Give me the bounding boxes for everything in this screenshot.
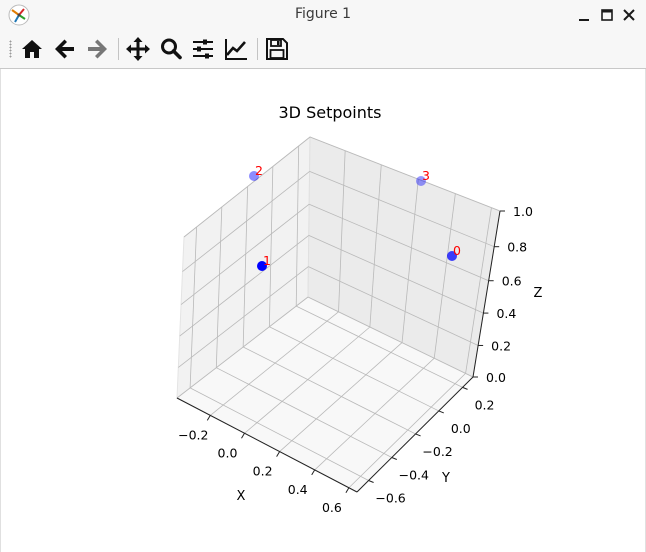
x-grid-line [279, 342, 403, 452]
y-tick-label: −0.4 [399, 468, 429, 483]
y-grid-line [268, 166, 274, 327]
x-grid-line [348, 373, 466, 489]
back-arrow-icon[interactable] [52, 36, 78, 62]
x-grid-line [465, 207, 492, 374]
y-tick [438, 410, 444, 414]
x-tick-label: 0.6 [322, 500, 342, 515]
grid-lines [176, 136, 501, 489]
y-tick [415, 433, 421, 437]
y-axis-line [356, 376, 474, 493]
x-tick-label: 0.0 [218, 445, 238, 460]
z-tick-label: 0.8 [507, 240, 527, 255]
minimize-icon[interactable] [574, 5, 594, 25]
x-grid-line [210, 311, 339, 416]
y-grid-line [242, 346, 416, 435]
save-icon[interactable] [264, 36, 290, 62]
x-grid-line [433, 193, 456, 359]
y-grid-line [296, 305, 463, 388]
y-grid-line [189, 226, 197, 388]
navigation-toolbar [0, 30, 646, 69]
data-points: 0 1 2 3 [249, 163, 461, 271]
y-tick [391, 457, 397, 460]
z-axis-line [472, 210, 501, 378]
home-icon[interactable] [19, 36, 45, 62]
y-grid-line [295, 145, 300, 307]
x-tick-label: −0.2 [178, 427, 208, 442]
z-axis-label: Z [534, 286, 543, 301]
z-grid-line [176, 296, 309, 399]
subplots-icon[interactable] [190, 36, 216, 62]
toolbar-separator [118, 38, 119, 60]
y-tick-label: −0.2 [422, 444, 452, 459]
x-grid-line [314, 357, 435, 471]
data-point [416, 176, 426, 186]
forward-arrow-icon[interactable] [84, 36, 110, 62]
data-point [447, 251, 457, 261]
y-grid-line [269, 326, 439, 412]
point-label: 3 [422, 168, 430, 183]
z-grid-line [307, 296, 474, 378]
z-grid-line [309, 171, 495, 248]
zoom-icon[interactable] [158, 36, 184, 62]
y-tick-label: 0.2 [475, 397, 495, 412]
data-point [249, 171, 259, 181]
z-grid-line [178, 266, 309, 368]
x-axis-line [176, 397, 358, 493]
x-grid-line [369, 164, 382, 328]
window-title: Figure 1 [294, 6, 352, 22]
x-tick [276, 451, 281, 457]
z-grid-line [309, 203, 489, 282]
z-grid-line [180, 203, 310, 305]
figure-canvas[interactable]: −0.2 0.0 0.2 0.4 0.6 −0.6 −0.4 −0.2 0.0 0.2 0.0 0.2… [0, 69, 646, 552]
window-border [0, 69, 1, 552]
z-grid-line [308, 235, 484, 314]
z-tick-label: 0.0 [486, 370, 506, 385]
x-grid-line [244, 326, 371, 434]
close-icon[interactable] [619, 5, 639, 25]
matplotlib-app-icon [8, 4, 30, 26]
toolbar-grip[interactable] [9, 40, 12, 58]
point-label: 2 [255, 163, 263, 178]
x-axis-label: X [237, 489, 246, 504]
z-grid-line [309, 136, 501, 212]
z-tick-label: 1.0 [513, 204, 533, 219]
x-tick [345, 487, 350, 494]
title-bar: Figure 1 [0, 0, 646, 30]
z-tick-label: 0.6 [502, 274, 522, 289]
x-grid-line [338, 150, 346, 312]
z-grid-line [179, 235, 310, 337]
point-label: 0 [453, 243, 461, 258]
x-tick [206, 415, 211, 421]
y-tick [462, 386, 468, 390]
y-grid-line [216, 367, 392, 458]
toolbar-separator [257, 38, 258, 60]
y-tick [368, 480, 374, 483]
chart-title: 3D Setpoints [279, 103, 382, 122]
z-grid-line [183, 136, 311, 238]
x-tick [241, 432, 245, 439]
data-point [257, 261, 267, 271]
z-tick-label: 0.2 [491, 338, 511, 353]
y-axis-label: Y [441, 471, 450, 486]
x-tick-label: 0.4 [288, 482, 308, 497]
z-grid-line [182, 171, 310, 272]
maximize-icon[interactable] [597, 5, 617, 25]
point-label: 1 [263, 253, 271, 268]
y-grid-line [215, 206, 223, 368]
y-tick-label: 0.0 [451, 421, 471, 436]
y-grid-line [189, 387, 369, 481]
x-grid-line [401, 179, 419, 343]
tick-marks: −0.2 0.0 0.2 0.4 0.6 −0.6 −0.4 −0.2 0.0 0.2 0.0 0.2… [178, 204, 533, 515]
3d-axes[interactable]: −0.2 0.0 0.2 0.4 0.6 −0.6 −0.4 −0.2 0.0 0.2 0.0 0.2… [0, 69, 646, 552]
z-grid-line [308, 266, 479, 346]
z-tick-label: 0.4 [496, 306, 516, 321]
x-tick-label: 0.2 [253, 464, 273, 479]
x-tick [311, 469, 316, 476]
y-grid-line [242, 186, 249, 348]
y-tick-label: −0.6 [375, 491, 405, 506]
customize-icon[interactable] [223, 36, 249, 62]
pan-icon[interactable] [125, 36, 151, 62]
